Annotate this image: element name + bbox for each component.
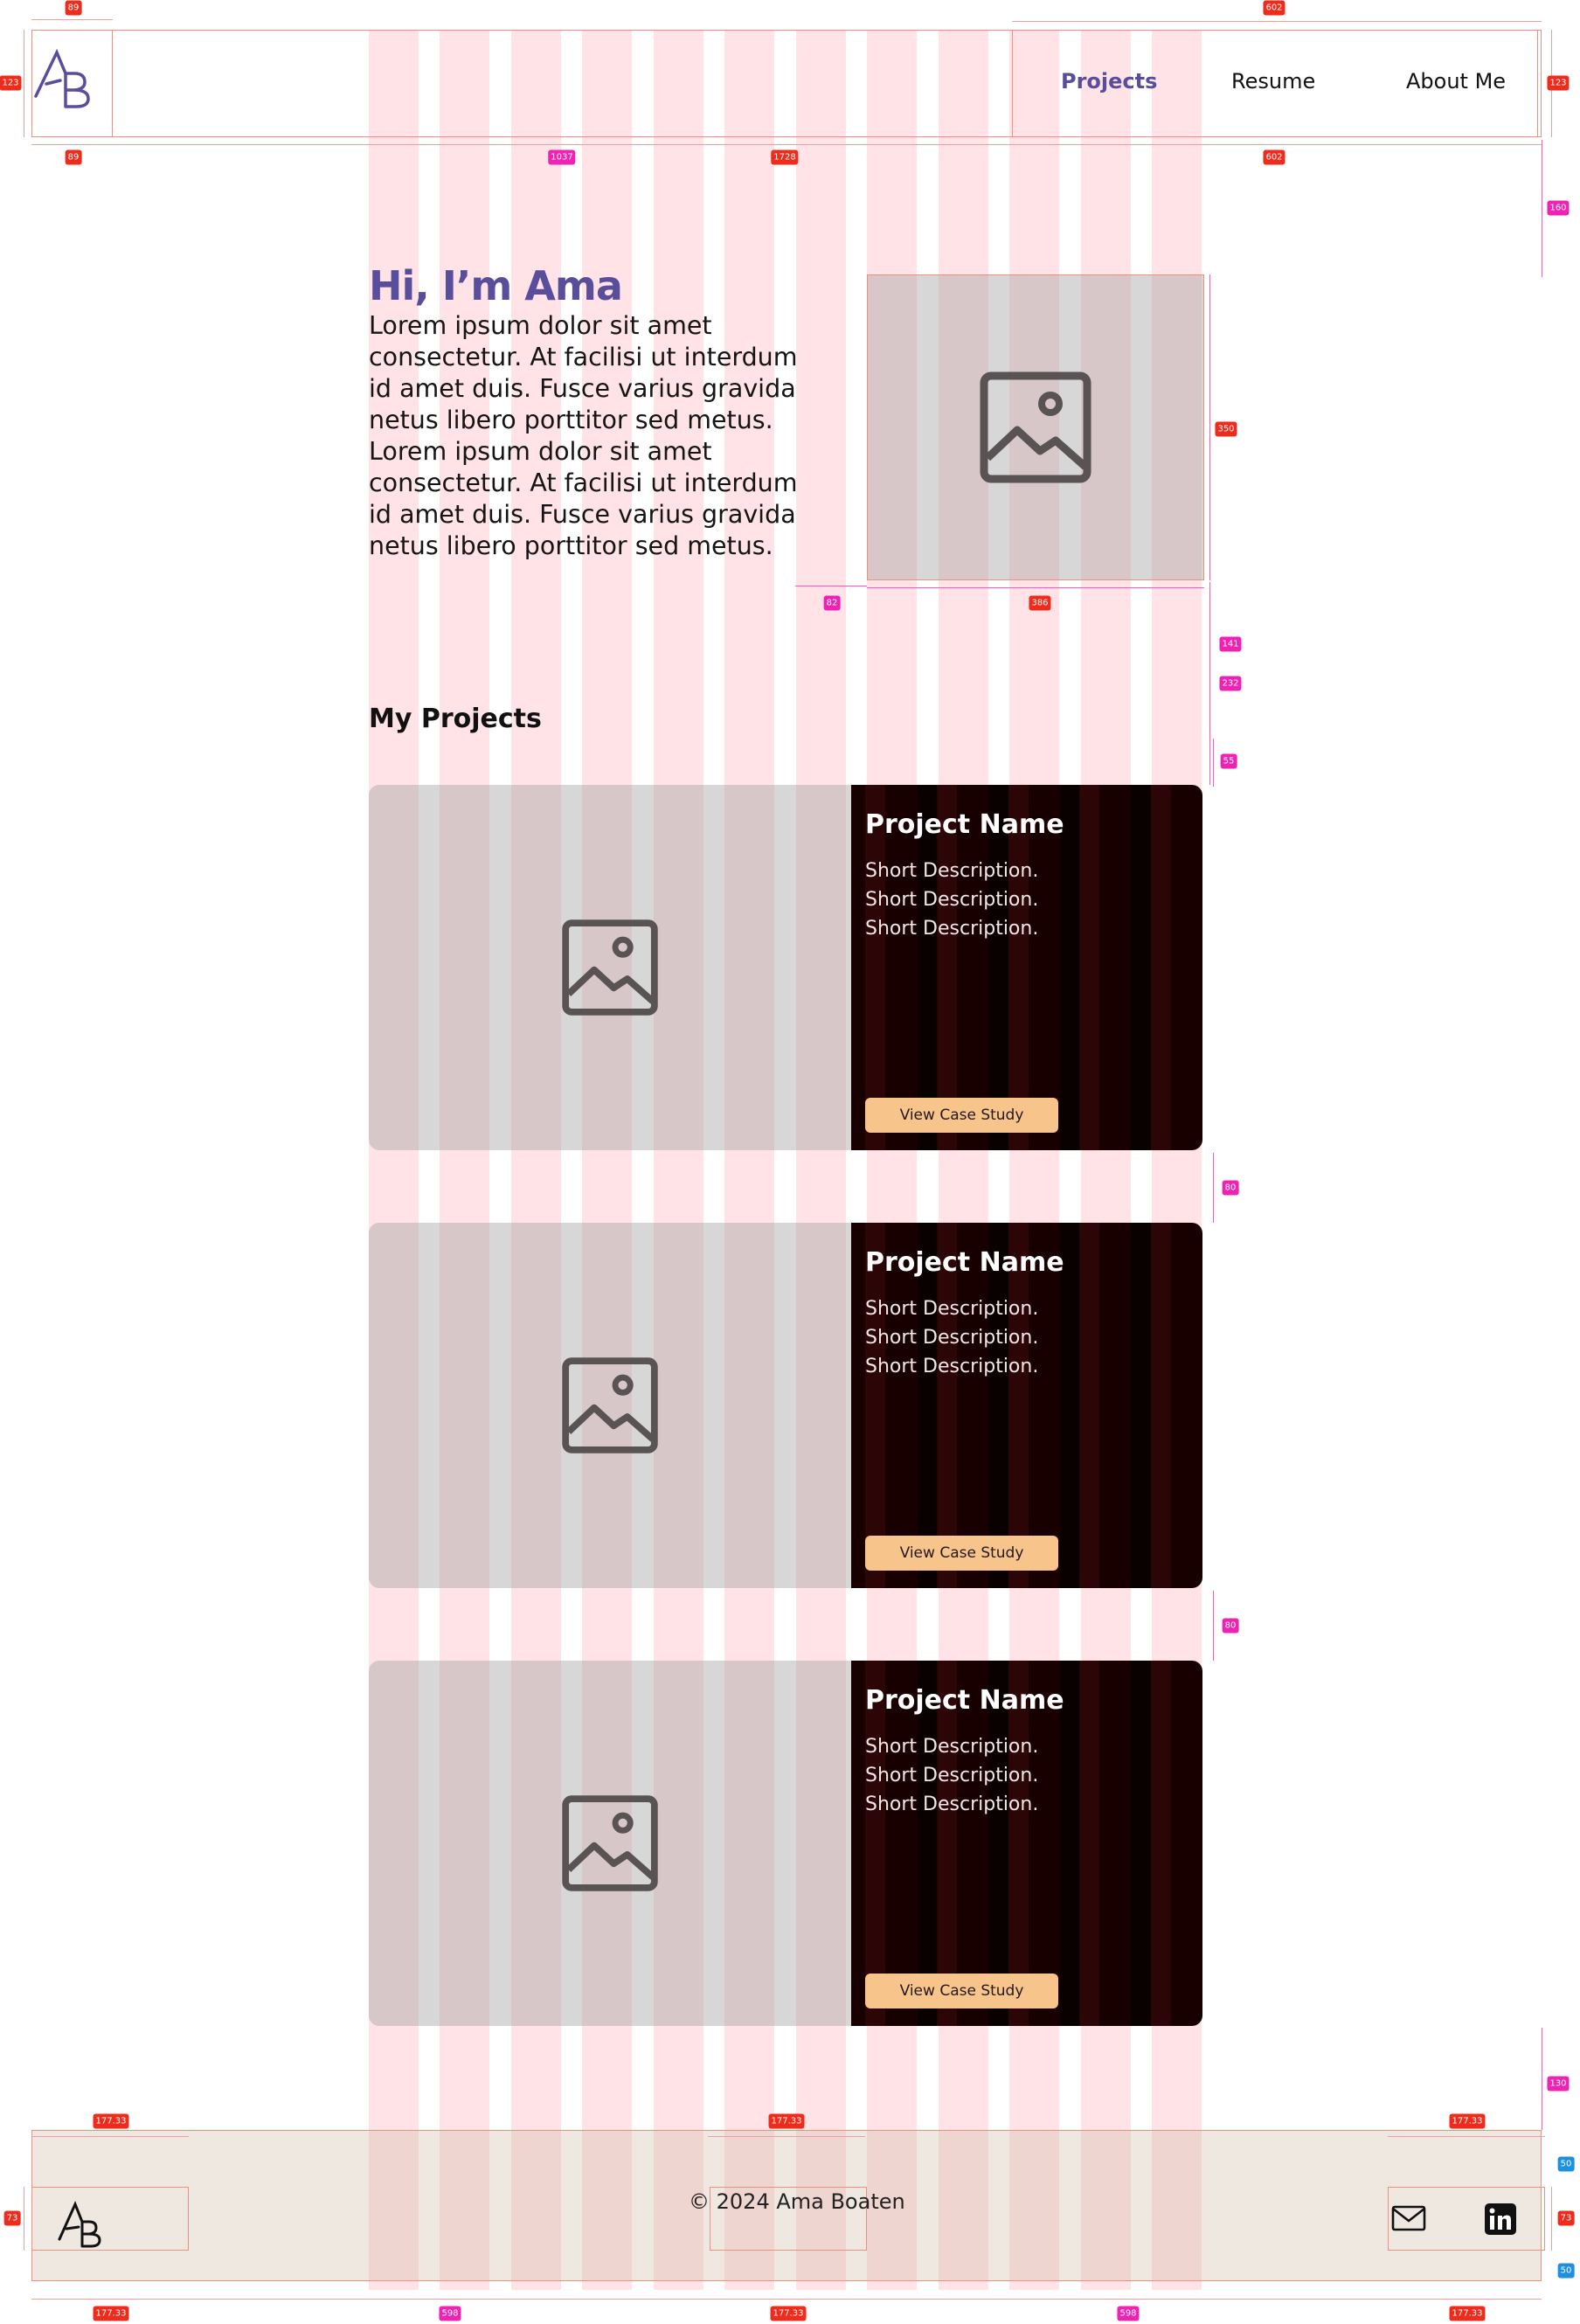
- measure-line: [31, 2299, 1542, 2300]
- view-case-study-button[interactable]: View Case Study: [865, 1536, 1058, 1571]
- hero-title: Hi, I’m Ama: [369, 262, 623, 309]
- footer-logo[interactable]: [56, 2189, 114, 2248]
- measure-badge: 82: [823, 595, 841, 611]
- measure-badge: 350: [1215, 421, 1237, 437]
- site-footer: [31, 2130, 1542, 2281]
- measure-badge: 177.33: [768, 2113, 805, 2129]
- measure-badge: 177.33: [1449, 2306, 1486, 2321]
- project-details: Project Name Short Description. Short De…: [851, 785, 1202, 1150]
- view-case-study-button[interactable]: View Case Study: [865, 1974, 1058, 2008]
- main-nav: Projects Resume About Me: [1012, 30, 1538, 137]
- footer-logo-frame: [31, 2187, 189, 2251]
- measure-badge: 386: [1029, 595, 1051, 611]
- measure-badge: 1037: [548, 149, 576, 165]
- project-name: Project Name: [865, 1685, 1064, 1716]
- logo-monogram-icon: [58, 2201, 101, 2248]
- measure-line: [1213, 739, 1214, 787]
- measure-badge: 89: [65, 149, 82, 165]
- mail-icon[interactable]: [1391, 2203, 1426, 2233]
- measure-line: [1012, 21, 1542, 22]
- measure-badge: 89: [65, 0, 82, 16]
- view-case-study-button[interactable]: View Case Study: [865, 1098, 1058, 1133]
- projects-section-title: My Projects: [369, 704, 542, 734]
- measure-badge: 598: [1117, 2306, 1140, 2321]
- measure-badge: 177.33: [93, 2113, 129, 2129]
- measure-badge: 1728: [771, 149, 799, 165]
- measure-line: [1209, 582, 1210, 785]
- measure-line: [867, 587, 1204, 588]
- measure-badge: 73: [3, 2210, 21, 2226]
- project-image: [369, 785, 851, 1150]
- measure-badge: 80: [1222, 1180, 1239, 1196]
- measure-line: [31, 144, 1542, 145]
- copyright-text: © 2024 Ama Boaten: [689, 2189, 905, 2214]
- project-description: Short Description. Short Description. Sh…: [865, 860, 1039, 940]
- measure-badge: 123: [1547, 75, 1570, 91]
- measure-badge: 50: [1557, 2263, 1575, 2279]
- project-description: Short Description. Short Description. Sh…: [865, 1298, 1039, 1377]
- measure-badge: 160: [1547, 200, 1570, 216]
- measure-badge: 177.33: [1449, 2113, 1486, 2129]
- measure-line: [1551, 2187, 1552, 2251]
- footer-copyright-frame: [710, 2187, 867, 2251]
- measure-badge: 55: [1220, 753, 1237, 769]
- project-name: Project Name: [865, 1247, 1064, 1278]
- measure-line: [1213, 1153, 1214, 1223]
- measure-badge: 123: [0, 75, 22, 91]
- nav-resume[interactable]: Resume: [1231, 69, 1316, 94]
- measure-badge: 177.33: [93, 2306, 129, 2321]
- project-description: Short Description. Short Description. Sh…: [865, 1736, 1039, 1815]
- project-card: Project Name Short Description. Short De…: [369, 1661, 1202, 2026]
- measure-line: [1209, 274, 1210, 580]
- image-placeholder-icon: [562, 919, 658, 1016]
- logo-monogram-icon: [34, 48, 90, 108]
- project-card: Project Name Short Description. Short De…: [369, 785, 1202, 1150]
- measure-line: [31, 19, 113, 20]
- image-placeholder-icon: [562, 1795, 658, 1891]
- measure-line: [1388, 2136, 1545, 2137]
- measure-badge: 50: [1557, 2156, 1575, 2172]
- nav-about-me[interactable]: About Me: [1406, 69, 1507, 94]
- measure-badge: 232: [1219, 676, 1242, 691]
- measure-badge: 130: [1547, 2076, 1570, 2092]
- measure-line: [1213, 1591, 1214, 1661]
- measure-badge: 602: [1263, 149, 1285, 165]
- project-image: [369, 1661, 851, 2026]
- measure-badge: 177.33: [770, 2306, 807, 2321]
- measure-badge: 80: [1222, 1618, 1239, 1634]
- measure-badge: 602: [1263, 0, 1285, 16]
- project-details: Project Name Short Description. Short De…: [851, 1661, 1202, 2026]
- measure-badge: 141: [1219, 636, 1242, 652]
- measure-badge: 598: [439, 2306, 461, 2321]
- logo[interactable]: [31, 26, 109, 108]
- project-name: Project Name: [865, 809, 1064, 840]
- linkedin-icon[interactable]: [1485, 2203, 1516, 2235]
- image-placeholder-icon: [980, 371, 1091, 483]
- hero-image: [867, 274, 1204, 580]
- hero-intro: Lorem ipsum dolor sit amet consectetur. …: [369, 311, 798, 560]
- measure-line: [31, 2136, 189, 2137]
- project-details: Project Name Short Description. Short De…: [851, 1223, 1202, 1588]
- project-image: [369, 1223, 851, 1588]
- nav-projects[interactable]: Projects: [1061, 69, 1158, 94]
- image-placeholder-icon: [562, 1357, 658, 1453]
- project-card: Project Name Short Description. Short De…: [369, 1223, 1202, 1588]
- measure-line: [708, 2136, 865, 2137]
- footer-social-frame: [1388, 2187, 1545, 2251]
- measure-badge: 73: [1557, 2210, 1575, 2226]
- logo-frame: [31, 30, 113, 137]
